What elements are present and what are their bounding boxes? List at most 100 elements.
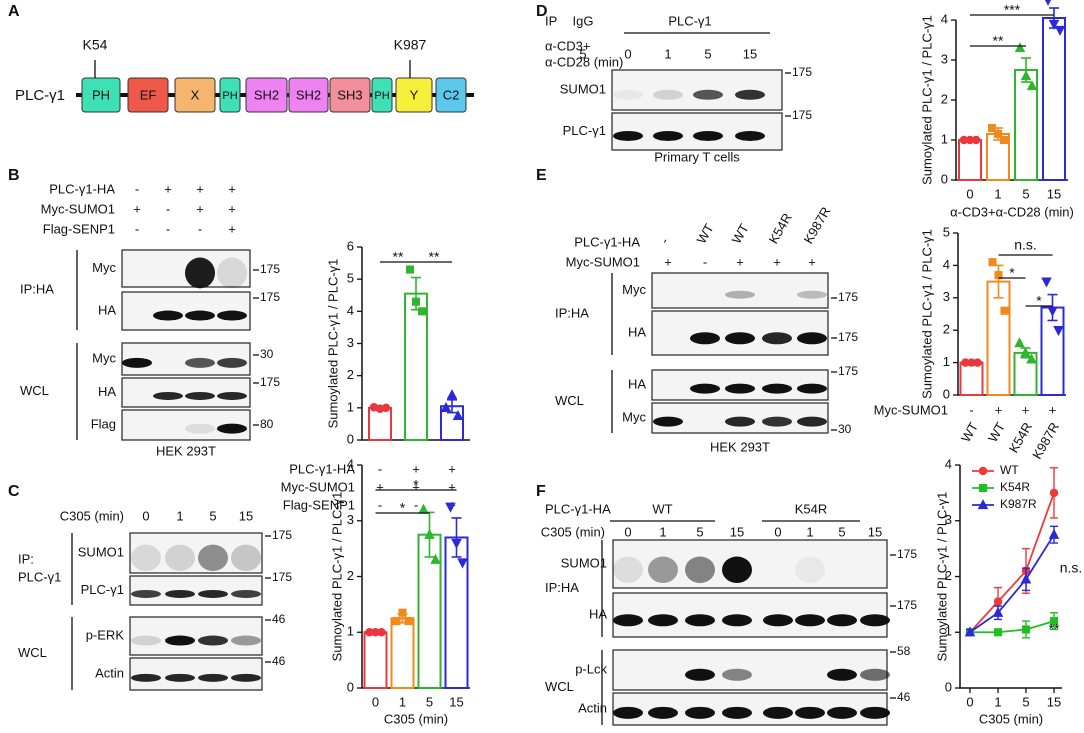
data-point: [404, 617, 413, 626]
band: [153, 310, 183, 321]
data-point: [999, 135, 1009, 145]
data-point: [1026, 80, 1038, 91]
band: [165, 635, 195, 646]
mw-marker: 58: [897, 644, 911, 658]
x-tick-label: 5: [426, 694, 433, 709]
condition-sign: +: [376, 479, 384, 494]
x-tick-label: 0: [372, 694, 379, 709]
band: [217, 391, 247, 400]
data-point: [381, 403, 391, 413]
band: [827, 706, 857, 719]
y-tick-label: 0: [347, 679, 354, 694]
band: [217, 310, 247, 321]
data-point: [1014, 337, 1025, 348]
band: [860, 614, 890, 627]
bar: [390, 617, 415, 689]
condition-sign: WT: [694, 221, 717, 246]
condition-sign: +: [1049, 402, 1057, 417]
condition-sign: WT: [729, 221, 752, 246]
y-tick-label: 3: [945, 512, 952, 527]
band: [762, 332, 792, 345]
y-tick-label: 0: [945, 679, 952, 694]
mw-marker: 175: [260, 262, 280, 276]
domain-label: SH2: [254, 87, 279, 102]
domain-label: Y: [410, 87, 419, 102]
y-tick-label: 5: [943, 224, 950, 239]
condition-sign: +: [736, 254, 744, 269]
y-tick-label: 2: [347, 568, 354, 583]
y-tick-label: 1: [347, 624, 354, 639]
y-tick-label: 3: [347, 335, 354, 350]
y-tick-label: 6: [347, 238, 354, 253]
band: [613, 130, 643, 141]
band: [685, 614, 715, 627]
band: [685, 556, 715, 583]
condition-sign: K54R: [766, 211, 795, 247]
band: [763, 706, 793, 719]
data-point: [377, 628, 386, 637]
condition-name: PLC-γ1-HA: [574, 234, 640, 249]
band: [797, 290, 827, 299]
lane-label: 15: [743, 46, 757, 61]
condition-name: C305 (min): [60, 508, 124, 523]
data-point: [411, 297, 421, 306]
condition-sign: 5: [209, 508, 216, 523]
mw-marker: 175: [897, 598, 917, 612]
cell-label: HEK 293T: [156, 443, 216, 458]
bar: [958, 139, 982, 181]
stimulus-label: α-CD3+: [545, 38, 590, 53]
condition-sign: -: [135, 181, 139, 196]
band: [131, 673, 161, 682]
band: [693, 130, 723, 141]
lane-label: 0: [624, 46, 631, 61]
condition-sign: +: [228, 221, 236, 236]
blot: [121, 249, 251, 288]
data-point: [993, 597, 1003, 606]
condition-sign: -: [378, 461, 382, 476]
data-point: [1041, 277, 1052, 288]
error-bar: [447, 398, 457, 414]
blot-label: PLC-γ1: [563, 123, 606, 138]
domain-label: X: [191, 87, 200, 102]
blot-label: SUMO1: [78, 544, 124, 559]
domain: [219, 77, 241, 113]
mw-marker: 175: [260, 375, 280, 389]
band: [722, 668, 752, 681]
band: [690, 332, 720, 345]
x-axis-label: C305 (min): [384, 711, 448, 726]
legend-marker: [977, 499, 989, 510]
blot-label: Myc: [92, 260, 116, 275]
y-tick-label: 1: [941, 131, 948, 146]
condition-name: Flag-SENP1: [43, 221, 115, 236]
domain: [127, 77, 169, 113]
condition-name: Myc-SUMO1: [281, 479, 355, 494]
mw-marker: 46: [897, 690, 911, 704]
band: [198, 589, 228, 598]
band: [735, 89, 765, 100]
mw-marker: 175: [792, 108, 812, 122]
condition-sign: +: [664, 254, 672, 269]
cell-label: HEK 293T: [710, 439, 770, 454]
band: [827, 668, 857, 681]
band: [762, 383, 792, 394]
group-label: WCL: [18, 645, 47, 660]
y-axis-label: Sumoylated PLC-γ1 / PLC-γ1: [919, 229, 934, 399]
error-bar: [451, 517, 462, 558]
condition-sign: +: [448, 479, 456, 494]
y-tick-label: 4: [347, 303, 354, 318]
y-axis-label: Sumoylated PLC-γ1 / PLC-γ1: [329, 492, 344, 662]
domain: [174, 77, 216, 113]
domain-label: PH: [374, 90, 389, 102]
y-tick-label: 2: [943, 322, 950, 337]
group-label: WCL: [555, 393, 584, 408]
panel-letter: B: [8, 167, 20, 184]
data-point: [451, 538, 462, 549]
lane-label: 5: [704, 46, 711, 61]
band: [648, 614, 678, 627]
series-line: [970, 620, 1055, 634]
x-tick-label: 15: [449, 694, 463, 709]
data-point: [1021, 625, 1031, 634]
data-point: [1020, 70, 1032, 81]
data-point: [452, 409, 464, 421]
